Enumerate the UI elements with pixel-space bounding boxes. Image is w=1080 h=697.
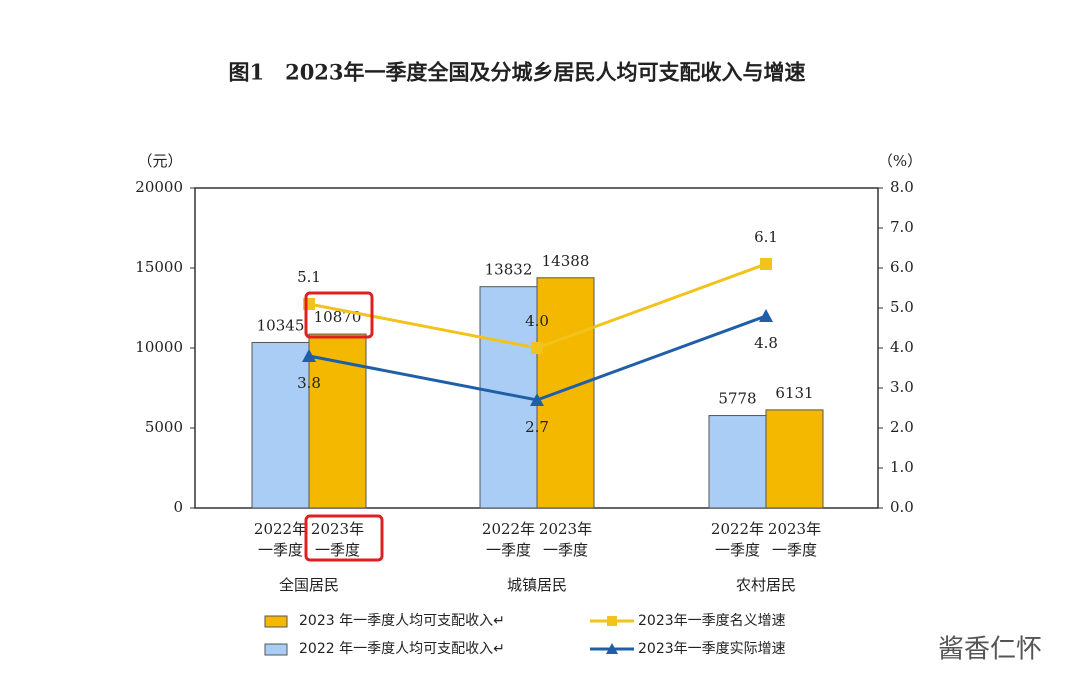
bar-label: 一季度 (315, 541, 360, 559)
legend-label: 2023年一季度名义增速 (638, 613, 786, 629)
bar-label: 2023年 (539, 520, 592, 538)
legend-marker (607, 616, 617, 626)
marker (759, 309, 773, 322)
bar-label: 一季度 (715, 541, 760, 559)
y2-tick-label: 6.0 (890, 258, 914, 276)
y2-tick-label: 4.0 (890, 338, 914, 356)
category-label: 全国居民 (279, 576, 339, 594)
legend-marker (606, 643, 618, 654)
y2-tick-label: 2.0 (890, 418, 914, 436)
legend-swatch (264, 615, 288, 628)
category-label: 农村居民 (736, 576, 796, 594)
y-tick-label: 0 (173, 498, 183, 516)
watermark: 酱香仁怀 (938, 635, 1042, 665)
y-tick-label: 15000 (135, 258, 183, 276)
y2-tick-label: 8.0 (890, 178, 914, 196)
marker (760, 258, 772, 270)
legend-label: 2023年一季度实际增速 (638, 641, 786, 657)
y2-tick-label: 7.0 (890, 218, 914, 236)
marker (531, 342, 543, 354)
y-tick-label: 20000 (135, 178, 183, 196)
bar-value-label: 14388 (542, 252, 590, 270)
line-value-label: 5.1 (297, 268, 321, 286)
chart-title: 图1 2023年一季度全国及分城乡居民人均可支配收入与增速 (228, 60, 805, 85)
bar-label: 一季度 (486, 541, 531, 559)
line-value-label: 6.1 (754, 228, 778, 246)
bar-label: 一季度 (772, 541, 817, 559)
y-axis-label: （元） (137, 152, 182, 170)
y2-axis-label: （%） (878, 152, 922, 170)
y2-tick-label: 5.0 (890, 298, 914, 316)
marker (530, 393, 544, 406)
line-value-label: 3.8 (297, 374, 321, 392)
bar (536, 277, 595, 509)
bar-label: 2022年 (254, 520, 307, 538)
bar-label: 2023年 (768, 520, 821, 538)
bar-label: 2023年 (311, 520, 364, 538)
y2-tick-label: 3.0 (890, 378, 914, 396)
bar (708, 415, 767, 509)
bar-value-label: 6131 (775, 384, 813, 402)
line-value-label: 4.8 (754, 334, 778, 352)
bar-label: 一季度 (258, 541, 303, 559)
highlight-box (304, 514, 384, 562)
bar-label: 2022年 (711, 520, 764, 538)
bar-value-label: 13832 (485, 261, 533, 279)
y-tick-label: 5000 (145, 418, 183, 436)
y-tick-label: 10000 (135, 338, 183, 356)
y2-tick-label: 1.0 (890, 458, 914, 476)
legend-swatch (264, 643, 288, 656)
bar (765, 409, 824, 509)
category-label: 城镇居民 (507, 576, 567, 594)
line-value-label: 4.0 (525, 312, 549, 330)
y2-tick-label: 0.0 (890, 498, 914, 516)
legend-label: 2023 年一季度人均可支配收入↵ (299, 613, 505, 629)
bar-label: 一季度 (543, 541, 588, 559)
highlight-box (304, 291, 374, 339)
bar-label: 2022年 (482, 520, 535, 538)
line-value-label: 2.7 (525, 418, 549, 436)
bar (251, 341, 310, 509)
bar-value-label: 10345 (257, 316, 305, 334)
bar (308, 333, 367, 509)
legend-label: 2022 年一季度人均可支配收入↵ (299, 641, 505, 657)
marker (302, 349, 316, 362)
bar-value-label: 5778 (718, 390, 756, 408)
